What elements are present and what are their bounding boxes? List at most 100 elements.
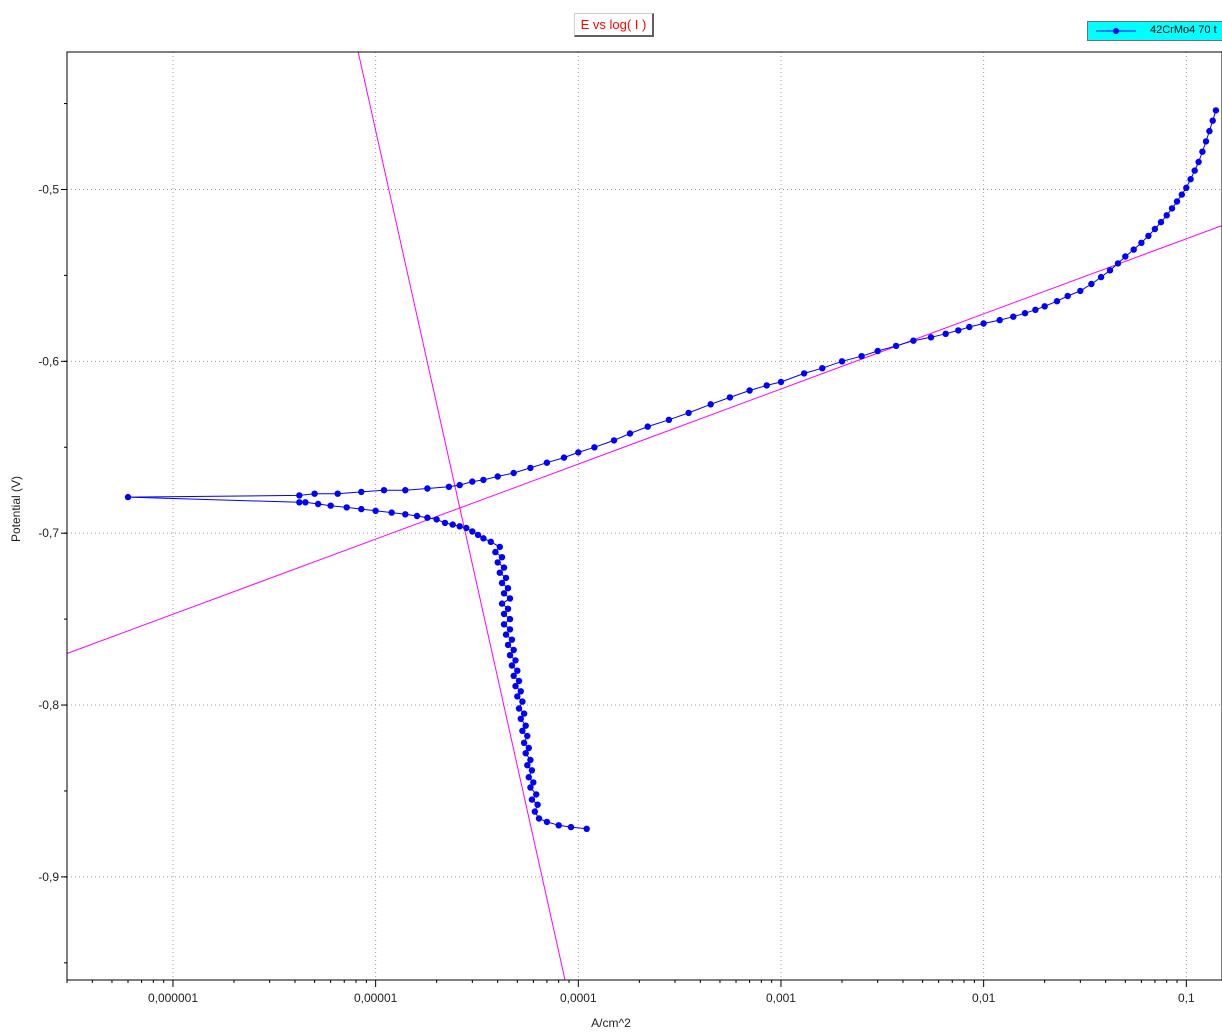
data-point bbox=[506, 652, 514, 659]
data-point bbox=[358, 488, 365, 496]
data-point bbox=[1206, 127, 1213, 135]
chart-title: E vs log( I ) bbox=[574, 13, 654, 37]
data-point bbox=[610, 437, 618, 444]
data-point bbox=[980, 320, 987, 327]
data-point bbox=[543, 459, 551, 466]
data-point bbox=[1178, 191, 1186, 198]
x-axis-title: A/cm^2 bbox=[591, 1016, 631, 1030]
data-point bbox=[343, 504, 350, 511]
data-point bbox=[1183, 184, 1190, 191]
data-point bbox=[955, 327, 962, 334]
data-point bbox=[296, 499, 303, 506]
data-point bbox=[515, 677, 523, 685]
data-point bbox=[433, 516, 440, 523]
data-point bbox=[520, 739, 528, 746]
data-point bbox=[502, 631, 510, 638]
data-point bbox=[746, 387, 753, 394]
data-point bbox=[514, 693, 521, 700]
data-point bbox=[1114, 260, 1122, 267]
data-point bbox=[567, 823, 575, 831]
data-point bbox=[530, 779, 537, 786]
data-point bbox=[942, 330, 949, 337]
data-point bbox=[685, 409, 692, 417]
data-point bbox=[311, 490, 318, 497]
data-point bbox=[1088, 280, 1095, 288]
data-point bbox=[800, 370, 808, 377]
data-point bbox=[1032, 306, 1039, 313]
data-point bbox=[726, 394, 734, 401]
data-point bbox=[858, 353, 865, 360]
data-point bbox=[1053, 298, 1061, 305]
y-axis-tick-labels: -0,5 -0,6 -0,7 -0,8 -0,9 bbox=[38, 182, 59, 883]
x-tick-label: 0,001 bbox=[766, 991, 796, 1005]
data-point bbox=[510, 469, 517, 477]
y-tick-label: -0,9 bbox=[38, 870, 59, 884]
data-point bbox=[506, 626, 514, 633]
data-point bbox=[463, 524, 470, 532]
data-point bbox=[302, 499, 309, 506]
data-point bbox=[372, 507, 379, 514]
data-point bbox=[534, 801, 541, 808]
data-point bbox=[1122, 253, 1129, 260]
plot-frame bbox=[66, 51, 1222, 981]
data-point bbox=[508, 636, 516, 643]
data-point bbox=[1173, 198, 1181, 205]
data-point bbox=[456, 523, 463, 530]
data-point bbox=[506, 615, 514, 623]
data-point bbox=[1130, 246, 1137, 253]
legend-marker-icon bbox=[1096, 28, 1136, 34]
data-point bbox=[1097, 273, 1105, 281]
data-point bbox=[575, 449, 582, 456]
y-axis-title: Potential (V) bbox=[9, 475, 23, 543]
data-point bbox=[441, 519, 449, 527]
data-point bbox=[413, 512, 421, 520]
data-point bbox=[1010, 313, 1017, 320]
data-point bbox=[380, 487, 388, 494]
data-point bbox=[445, 483, 453, 490]
data-point bbox=[707, 401, 714, 408]
data-point bbox=[527, 784, 534, 791]
data-point bbox=[528, 767, 536, 774]
data-point bbox=[522, 722, 529, 729]
data-point bbox=[124, 493, 132, 501]
data-point bbox=[525, 744, 532, 752]
y-tick-label: -0,5 bbox=[38, 182, 59, 196]
data-point bbox=[469, 528, 476, 535]
data-point bbox=[910, 337, 917, 344]
data-point bbox=[498, 600, 506, 607]
data-point bbox=[560, 454, 568, 461]
axes bbox=[61, 51, 1222, 987]
data-point bbox=[838, 358, 846, 365]
data-point bbox=[533, 791, 540, 798]
data-point bbox=[510, 646, 517, 654]
data-point bbox=[527, 464, 534, 472]
data-point bbox=[314, 500, 322, 508]
x-tick-label: 0,01 bbox=[972, 991, 996, 1005]
legend[interactable]: 42CrMo4 70 t bbox=[1087, 21, 1222, 41]
data-point bbox=[626, 430, 634, 437]
data-point bbox=[358, 505, 365, 513]
y-tick-label: -0,8 bbox=[38, 698, 59, 712]
data-point bbox=[527, 756, 534, 764]
data-point bbox=[583, 825, 590, 832]
data-point bbox=[1064, 292, 1071, 300]
data-point bbox=[504, 605, 512, 612]
data-point bbox=[494, 559, 501, 566]
data-point bbox=[480, 476, 487, 484]
data-point bbox=[525, 774, 532, 781]
data-point bbox=[1138, 239, 1145, 246]
data-point bbox=[1106, 267, 1114, 274]
data-point bbox=[1041, 303, 1048, 310]
data-point bbox=[531, 808, 538, 815]
data-point bbox=[510, 672, 517, 679]
data-point bbox=[504, 641, 512, 649]
data-point bbox=[504, 585, 512, 592]
data-point bbox=[508, 662, 516, 669]
x-tick-label: 0,1 bbox=[1178, 991, 1195, 1005]
data-point bbox=[506, 595, 514, 602]
data-point bbox=[1163, 212, 1170, 219]
x-tick-label: 0,00001 bbox=[354, 991, 398, 1005]
data-point bbox=[496, 543, 503, 551]
data-point bbox=[469, 478, 476, 485]
